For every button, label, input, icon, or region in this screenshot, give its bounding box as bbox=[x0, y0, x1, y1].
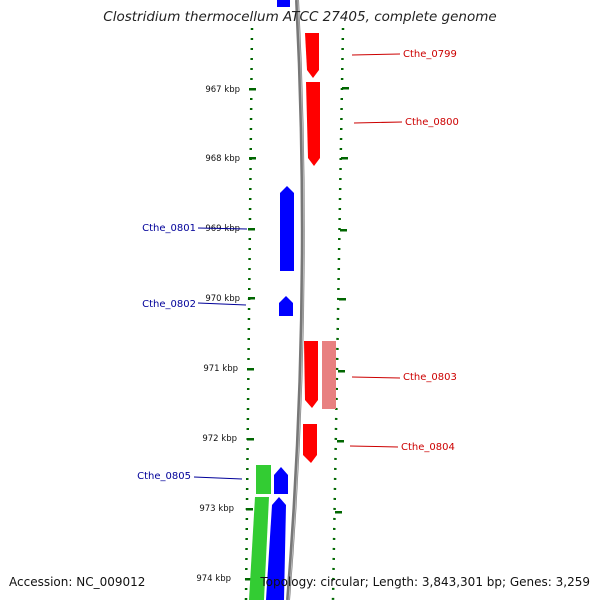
feature-green-top[interactable] bbox=[256, 465, 271, 494]
feature-green-bottom[interactable] bbox=[249, 497, 269, 600]
gene-blue-bottom[interactable] bbox=[266, 497, 286, 600]
ruler-ticks bbox=[245, 88, 256, 581]
gene-cthe-0800[interactable] bbox=[306, 82, 320, 166]
label-cthe-0802[interactable]: Cthe_0802 bbox=[142, 299, 196, 310]
ruler-label-967: 967 kbp bbox=[205, 85, 240, 95]
ruler-label-971: 971 kbp bbox=[203, 364, 238, 374]
gene-cthe-0803-a[interactable] bbox=[304, 341, 318, 408]
outer-dotted-track bbox=[331, 27, 345, 600]
label-connectors bbox=[193, 53, 403, 480]
label-cthe-0805[interactable]: Cthe_0805 bbox=[137, 471, 191, 482]
genome-summary-text: Topology: circular; Length: 3,843,301 bp… bbox=[260, 575, 590, 589]
label-cthe-0803[interactable]: Cthe_0803 bbox=[403, 372, 457, 383]
gene-cthe-0799[interactable] bbox=[305, 33, 319, 78]
label-cthe-0804[interactable]: Cthe_0804 bbox=[401, 442, 455, 453]
gene-labels: Cthe_0799 Cthe_0800 Cthe_0801 Cthe_0802 … bbox=[137, 49, 459, 482]
outer-track-ticks bbox=[335, 87, 349, 514]
label-cthe-0801[interactable]: Cthe_0801 bbox=[142, 223, 196, 234]
ruler-label-968: 968 kbp bbox=[205, 154, 240, 164]
gene-partial-top[interactable] bbox=[277, 0, 290, 7]
gene-cthe-0803-b[interactable] bbox=[322, 341, 336, 409]
ruler-label-974: 974 kbp bbox=[196, 574, 231, 584]
gene-cthe-0801[interactable] bbox=[280, 186, 294, 271]
inner-dotted-track bbox=[244, 27, 254, 600]
accession-text: Accession: NC_009012 bbox=[9, 575, 146, 589]
gene-cthe-0805[interactable] bbox=[274, 467, 288, 494]
ruler-labels: 967 kbp 968 kbp 969 kbp 970 kbp 971 kbp … bbox=[196, 85, 240, 584]
gene-cthe-0802[interactable] bbox=[279, 296, 293, 316]
label-cthe-0799[interactable]: Cthe_0799 bbox=[403, 49, 457, 60]
map-title: Clostridium thermocellum ATCC 27405, com… bbox=[103, 9, 497, 25]
ruler-label-970: 970 kbp bbox=[205, 294, 240, 304]
label-cthe-0800[interactable]: Cthe_0800 bbox=[405, 117, 459, 128]
ruler-label-972: 972 kbp bbox=[202, 434, 237, 444]
ruler-label-973: 973 kbp bbox=[199, 504, 234, 514]
genome-backbone bbox=[286, 0, 305, 600]
gene-cthe-0804[interactable] bbox=[303, 424, 317, 463]
